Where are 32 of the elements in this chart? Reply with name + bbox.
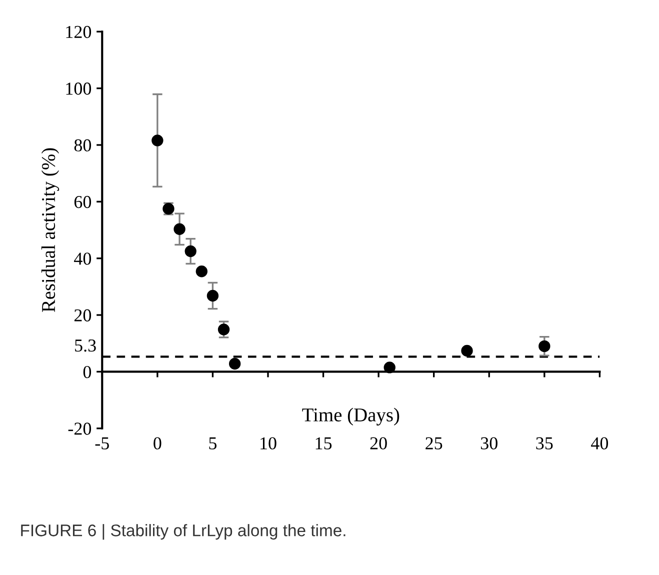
y-tick-label: 20 bbox=[74, 309, 92, 322]
y-tick-label: 120 bbox=[66, 26, 92, 38]
ref-line-label: 5.3 bbox=[75, 339, 96, 352]
point bbox=[384, 362, 396, 374]
x-tick-label: 30 bbox=[480, 437, 498, 450]
x-tick-label: 15 bbox=[316, 437, 332, 450]
point bbox=[184, 245, 196, 258]
x-tick-label: 25 bbox=[426, 437, 442, 450]
point bbox=[538, 340, 550, 352]
x-tick-label: 35 bbox=[536, 437, 553, 450]
point bbox=[206, 290, 219, 302]
caption: FIGURE 6 | Stability of LrLyp along the time. bbox=[21, 524, 346, 540]
x-tick-label: 40 bbox=[591, 437, 608, 450]
y-tick-label: -20 bbox=[68, 422, 92, 435]
point bbox=[196, 266, 208, 278]
x-tick-label: 20 bbox=[370, 437, 387, 450]
x-tick-label: -5 bbox=[95, 437, 109, 450]
point bbox=[228, 358, 241, 370]
point bbox=[152, 134, 164, 146]
point bbox=[461, 344, 473, 357]
x-tick-label: 0 bbox=[154, 437, 162, 450]
x-tick-label: 10 bbox=[260, 437, 276, 450]
point bbox=[218, 324, 230, 336]
point bbox=[174, 223, 186, 235]
y-tick-label: 60 bbox=[74, 196, 92, 208]
y-tick-label: 100 bbox=[66, 82, 92, 95]
y-tick-label: 80 bbox=[74, 139, 92, 152]
x-tick-label: 5 bbox=[209, 437, 217, 450]
y-axis-title: Residual activity (%) bbox=[41, 148, 60, 312]
x-axis-title: Time (Days) bbox=[302, 408, 400, 426]
y-tick-label: 0 bbox=[83, 366, 92, 378]
y-tick-label: 40 bbox=[74, 252, 92, 265]
